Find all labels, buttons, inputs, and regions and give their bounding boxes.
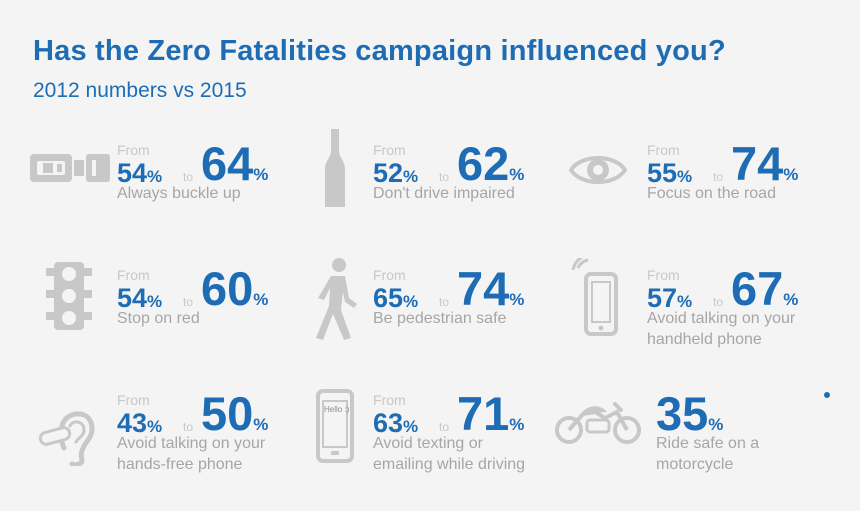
from-text: From bbox=[117, 392, 150, 408]
from-text: From bbox=[373, 392, 406, 408]
new-value: 74% bbox=[457, 262, 525, 315]
stat-label: Avoid texting or emailing while driving bbox=[373, 435, 526, 473]
to-text: to bbox=[439, 420, 450, 434]
stat-label: Focus on the road bbox=[647, 185, 776, 202]
to-text: to bbox=[439, 170, 450, 184]
new-value: 60% bbox=[201, 262, 269, 315]
new-value: 50% bbox=[201, 387, 269, 440]
handheld-phone-icon bbox=[570, 258, 620, 338]
from-text: From bbox=[117, 142, 150, 158]
bottle-icon bbox=[323, 129, 347, 209]
traffic-light-icon bbox=[46, 262, 92, 330]
old-value: 54% bbox=[117, 283, 163, 313]
stat-label: Be pedestrian safe bbox=[373, 310, 507, 327]
motorcycle-icon bbox=[555, 398, 643, 446]
seatbelt-icon bbox=[30, 150, 110, 186]
to-text: to bbox=[439, 295, 450, 309]
phone-screen-text: Hello :) bbox=[324, 405, 350, 414]
stat-label: Don't drive impaired bbox=[373, 185, 515, 202]
pedestrian-icon bbox=[313, 258, 359, 340]
from-text: From bbox=[373, 267, 406, 283]
from-text: From bbox=[117, 267, 150, 283]
new-value: 62% bbox=[457, 137, 525, 190]
old-value: 52% bbox=[373, 158, 419, 188]
page-title: Has the Zero Fatalities campaign influen… bbox=[33, 35, 726, 67]
from-text: From bbox=[647, 267, 680, 283]
stat-label: Avoid talking on your hands-free phone bbox=[117, 435, 266, 473]
decorative-dot bbox=[824, 392, 830, 398]
stat-label: Stop on red bbox=[117, 310, 200, 327]
from-text: From bbox=[373, 142, 406, 158]
old-value: 54% bbox=[117, 158, 163, 188]
to-text: to bbox=[713, 295, 724, 309]
new-value: 74% bbox=[731, 137, 799, 190]
stat-label: Avoid talking on your handheld phone bbox=[647, 310, 796, 348]
to-text: to bbox=[183, 295, 194, 309]
eye-icon bbox=[569, 150, 627, 190]
value: 35% bbox=[656, 387, 724, 440]
new-value: 67% bbox=[731, 262, 799, 315]
page-subtitle: 2012 numbers vs 2015 bbox=[33, 79, 247, 102]
stat-label: Ride safe on a motorcycle bbox=[656, 435, 760, 473]
from-text: From bbox=[647, 142, 680, 158]
texting-phone-icon: Hello :) bbox=[316, 389, 354, 463]
old-value: 55% bbox=[647, 158, 693, 188]
old-value: 63% bbox=[373, 408, 419, 438]
ear-headset-icon bbox=[38, 394, 102, 466]
old-value: 57% bbox=[647, 283, 693, 313]
to-text: to bbox=[183, 170, 194, 184]
old-value: 43% bbox=[117, 408, 163, 438]
old-value: 65% bbox=[373, 283, 419, 313]
new-value: 71% bbox=[457, 387, 525, 440]
new-value: 64% bbox=[201, 137, 269, 190]
stat-label: Always buckle up bbox=[117, 185, 241, 202]
to-text: to bbox=[713, 170, 724, 184]
to-text: to bbox=[183, 420, 194, 434]
